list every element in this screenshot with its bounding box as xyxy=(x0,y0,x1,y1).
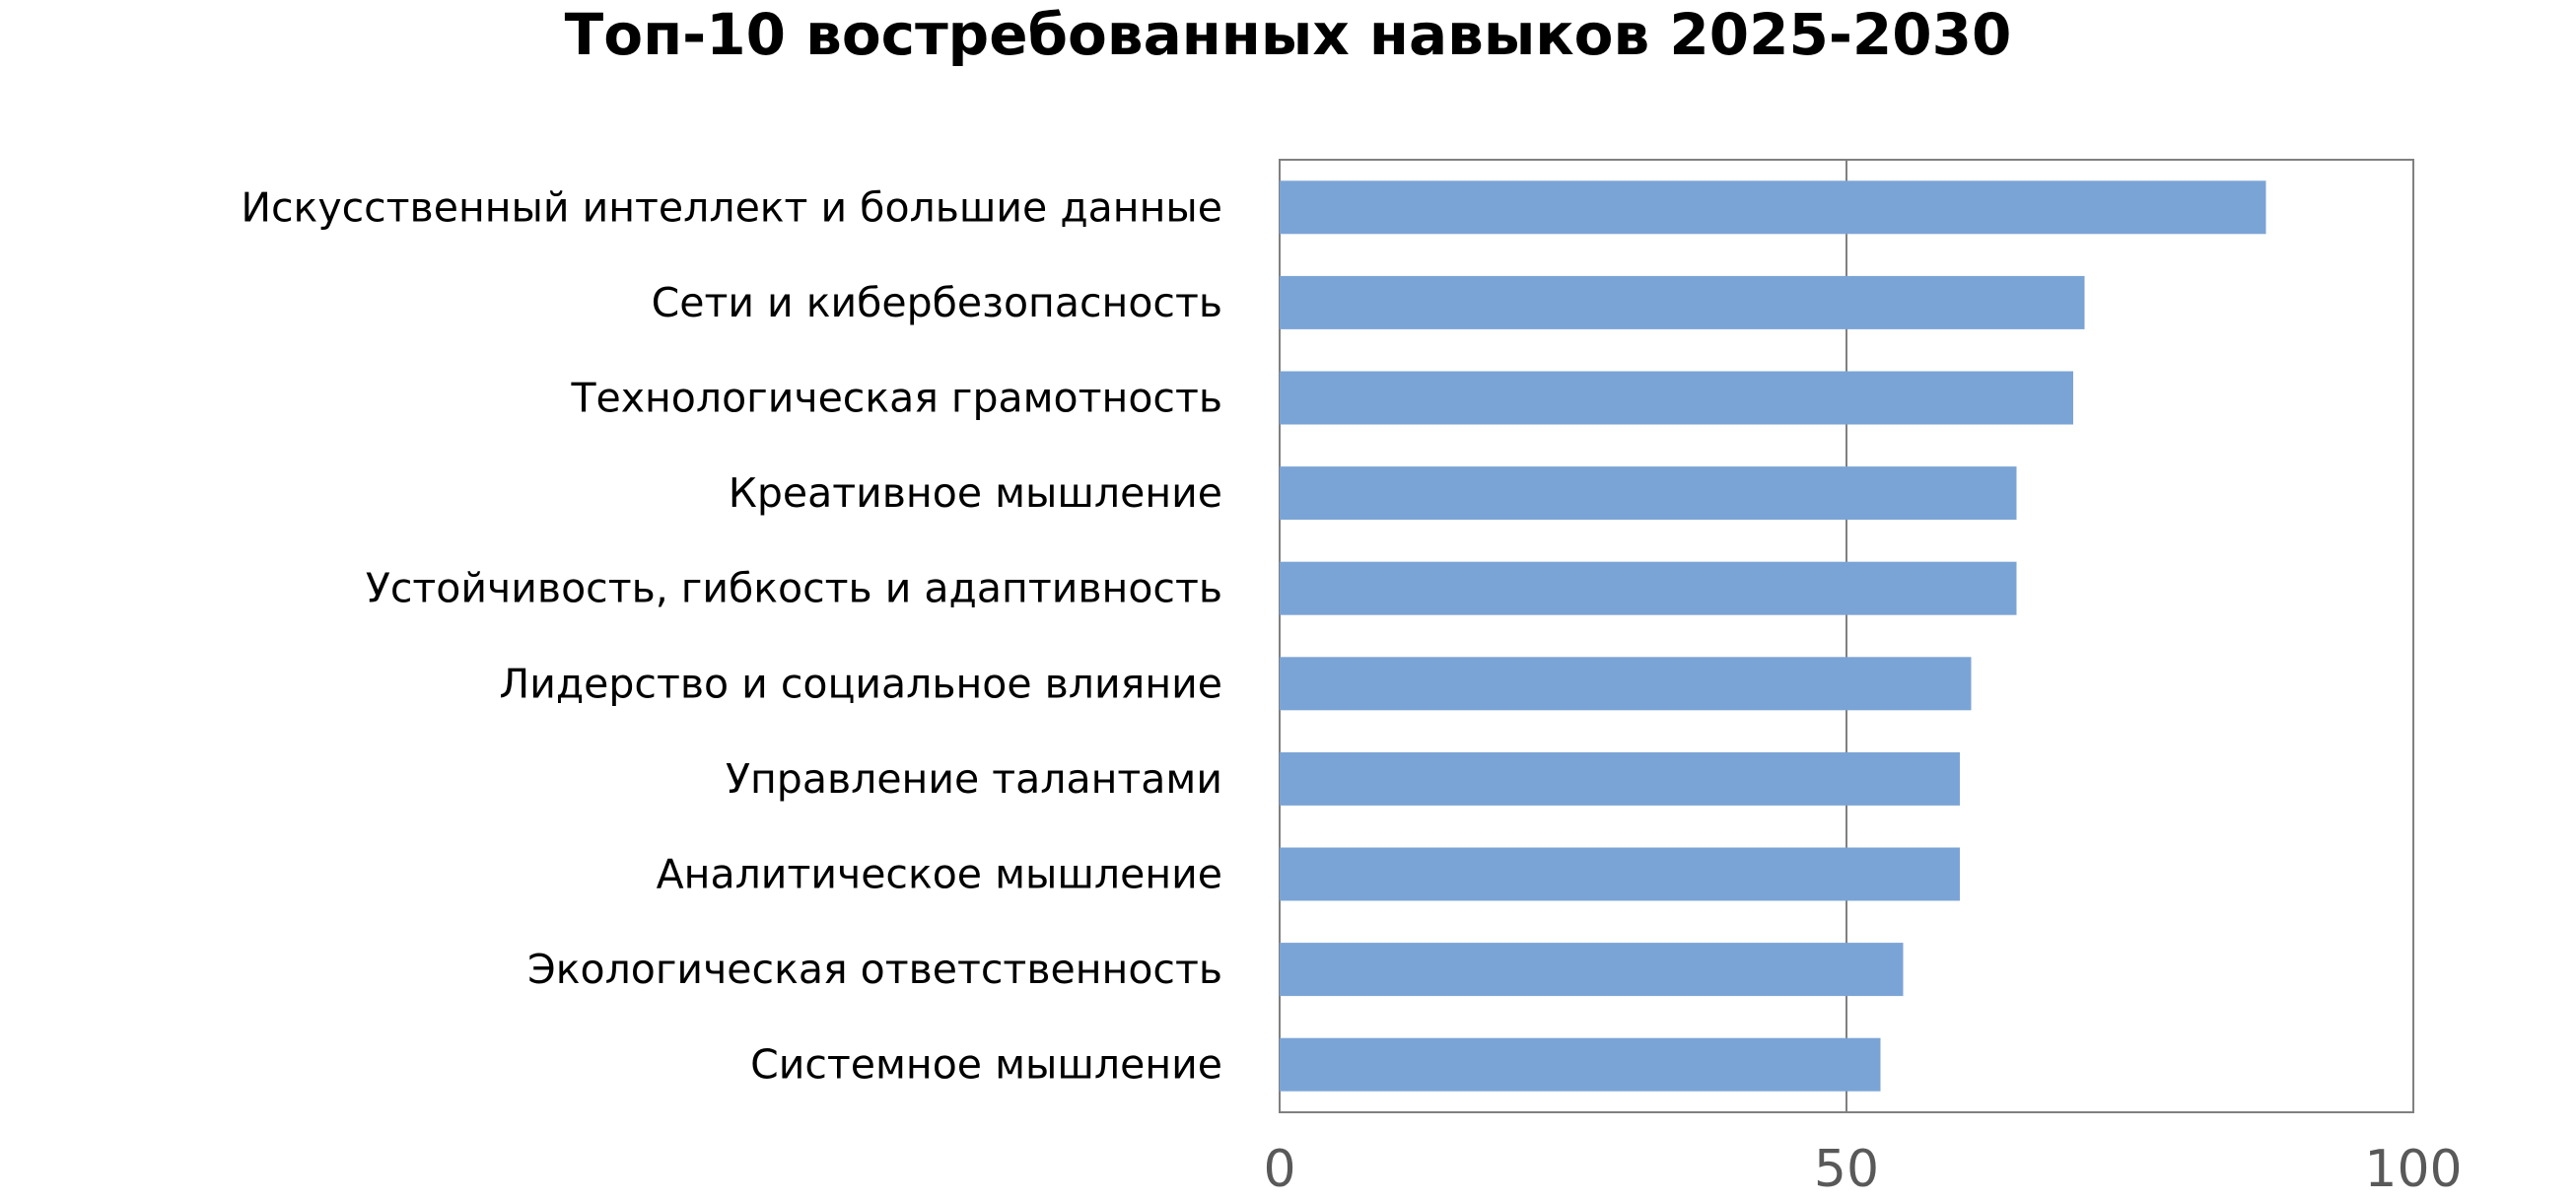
x-tick-label-100: 100 xyxy=(2364,1140,2462,1199)
bar-9 xyxy=(1280,943,1904,997)
category-label-4: Креативное мышление xyxy=(729,469,1222,517)
category-label-1: Искусственный интеллект и большие данные xyxy=(241,183,1222,231)
bar-3 xyxy=(1280,371,2073,425)
category-label-6: Лидерство и социальное влияние xyxy=(499,660,1222,707)
bar-4 xyxy=(1280,466,2017,521)
chart-title: Топ-10 востребованных навыков 2025-2030 xyxy=(564,1,2012,68)
category-label-2: Сети и кибербезопасность xyxy=(652,279,1222,326)
x-tick-label-0: 0 xyxy=(1263,1140,1295,1199)
bar-7 xyxy=(1280,751,1960,806)
category-label-5: Устойчивость, гибкость и адаптивность xyxy=(366,565,1222,612)
category-label-9: Экологическая ответственность xyxy=(527,946,1222,993)
category-label-8: Аналитическое мышление xyxy=(657,851,1222,898)
bar-8 xyxy=(1280,847,1960,901)
bar-2 xyxy=(1280,275,2085,329)
category-label-7: Управление талантами xyxy=(726,755,1222,803)
bar-6 xyxy=(1280,657,1972,711)
bar-1 xyxy=(1280,180,2266,235)
bar-10 xyxy=(1280,1037,1881,1092)
category-label-3: Технологическая грамотность xyxy=(570,375,1222,422)
bar-5 xyxy=(1280,561,2017,615)
x-tick-label-50: 50 xyxy=(1814,1140,1879,1199)
category-label-10: Системное мышление xyxy=(750,1041,1222,1089)
